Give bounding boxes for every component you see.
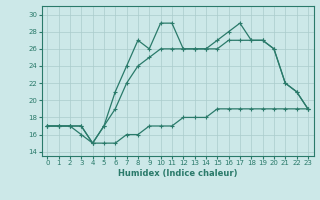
X-axis label: Humidex (Indice chaleur): Humidex (Indice chaleur) xyxy=(118,169,237,178)
